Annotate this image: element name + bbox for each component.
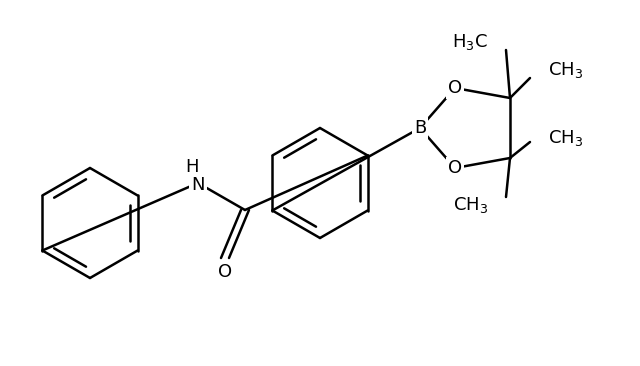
Text: CH$_3$: CH$_3$ [548, 60, 583, 80]
Text: O: O [448, 159, 462, 177]
Text: CH$_3$: CH$_3$ [452, 195, 488, 215]
Text: H: H [185, 158, 199, 176]
Text: CH$_3$: CH$_3$ [548, 128, 583, 148]
Text: N: N [191, 176, 205, 194]
Text: O: O [448, 79, 462, 97]
Text: B: B [414, 119, 426, 137]
Text: O: O [218, 263, 232, 281]
Text: H$_3$C: H$_3$C [452, 32, 488, 52]
